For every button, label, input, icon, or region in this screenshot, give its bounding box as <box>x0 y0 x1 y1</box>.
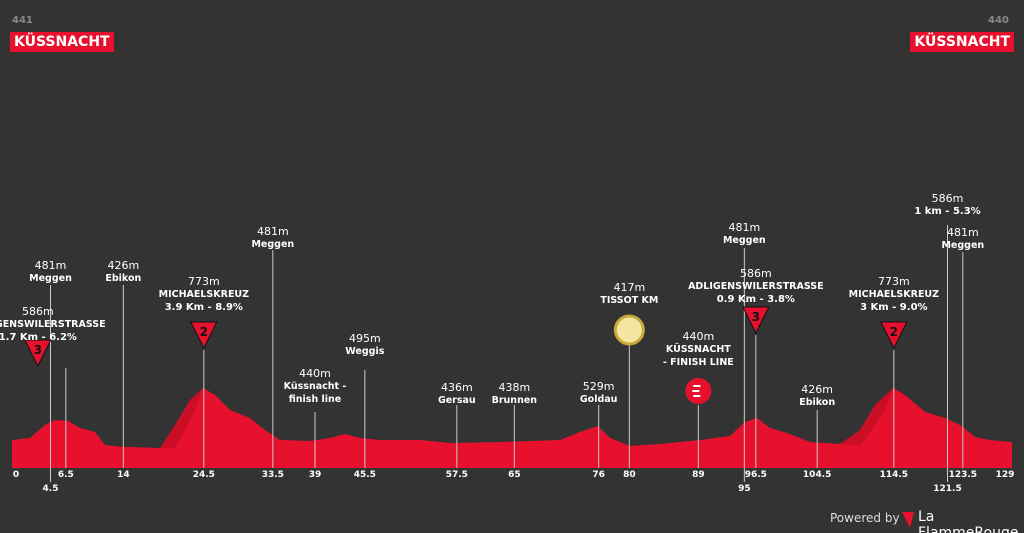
waypoint-label: 481m Meggen <box>251 225 294 251</box>
altitude: 481m <box>728 221 761 234</box>
place-name: Meggen <box>29 273 72 284</box>
place-name: MICHAELSKREUZ <box>848 289 940 300</box>
km-label: 33.5 <box>261 470 284 480</box>
altitude: 438m <box>498 381 531 394</box>
climb-category: 3 <box>752 310 760 324</box>
waypoint-label: 586m ADLIGENSWILERSTRASSE 0.9 Km - 3.8% <box>688 267 824 306</box>
waypoint-label: 440m Küssnacht - finish line <box>279 367 351 406</box>
km-label: 129 <box>995 470 1015 480</box>
start-name: KÜSSNACHT <box>10 32 114 52</box>
km-label: 104.5 <box>802 470 832 480</box>
place-name: Meggen <box>941 240 985 251</box>
altitude: 426m <box>107 259 140 272</box>
climb-icon <box>190 321 218 350</box>
km-label: 80 <box>623 470 636 480</box>
km-label: 95 <box>738 484 751 494</box>
altitude: 417m <box>613 281 646 294</box>
tissot-icon <box>613 314 645 346</box>
waypoint-label: 586m 1 km - 5.3% <box>914 192 980 218</box>
finish-altitude: 440 <box>988 15 1009 26</box>
km-label: 76 <box>592 470 605 480</box>
climb-category: 2 <box>890 325 898 339</box>
climb-detail: 0.9 Km - 3.8% <box>716 294 795 305</box>
altitude: 481m <box>946 226 979 239</box>
place-name: ADLIGENSWILERSTRASSE <box>0 319 106 330</box>
km-label: 123.5 <box>948 470 978 480</box>
altitude: 495m <box>348 332 381 345</box>
waypoint-label: 495m Weggis <box>345 332 384 358</box>
place-name: TISSOT KM <box>600 295 659 306</box>
altitude: 586m <box>931 192 964 205</box>
km-label: 4.5 <box>42 484 59 494</box>
altitude: 426m <box>801 383 834 396</box>
climb-detail: 1.7 Km - 6.2% <box>0 332 77 343</box>
climb-detail: 3 Km - 9.0% <box>860 302 928 313</box>
km-label: 57.5 <box>445 470 468 480</box>
waypoint-label: 436m Gersau <box>438 381 476 407</box>
climb-icon <box>24 339 52 368</box>
waypoint-label: 773m MICHAELSKREUZ 3.9 Km - 8.9% <box>159 275 249 314</box>
km-label: 14 <box>117 470 130 480</box>
waypoint-label: 426m Ebikon <box>799 383 835 409</box>
km-label: 89 <box>692 470 705 480</box>
waypoint-label: 417m TISSOT KM <box>600 281 658 307</box>
climb-category: 2 <box>200 325 208 339</box>
km-label: 39 <box>308 470 322 480</box>
altitude: 440m <box>299 367 331 380</box>
waypoint-label: 529m Goldau <box>580 380 618 406</box>
km-label: 6.5 <box>57 470 74 480</box>
km-label: 24.5 <box>192 470 215 480</box>
km-label: 45.5 <box>353 470 376 480</box>
waypoint-marks: 3 2 3 2 <box>24 225 964 482</box>
altitude: 481m <box>34 259 67 272</box>
place-name: Brunnen <box>491 395 538 406</box>
place-name: Goldau <box>579 394 618 405</box>
altitude: 481m <box>256 225 289 238</box>
place-name: Ebikon <box>799 397 836 408</box>
km-label: 0 <box>12 470 20 480</box>
km-label: 121.5 <box>933 484 962 494</box>
brand: La FlammeRouge <box>918 509 1019 533</box>
waypoint-label: 438m Brunnen <box>492 381 537 407</box>
climb-icon <box>742 306 770 335</box>
altitude: 440m <box>682 330 715 343</box>
place-name: Ebikon <box>105 273 142 284</box>
place-name: Gersau <box>437 395 476 406</box>
powered-logo <box>902 512 914 528</box>
altitude: 773m <box>877 275 910 288</box>
place-name: Küssnacht - finish line <box>283 381 347 405</box>
climb-detail: 1 km - 5.3% <box>914 206 981 217</box>
altitude: 773m <box>187 275 220 288</box>
sprint-symbol <box>692 385 701 397</box>
place-name: Weggis <box>345 346 385 357</box>
powered-by: Powered by <box>830 511 900 525</box>
km-label: 114.5 <box>879 470 909 480</box>
place-name: KÜSSNACHT - FINISH LINE <box>662 344 734 368</box>
waypoint-label: 481m Meggen <box>29 259 72 285</box>
altitude: 586m <box>739 267 772 280</box>
elevation-profile <box>12 388 1012 468</box>
waypoint-label: 440m KÜSSNACHT - FINISH LINE <box>662 330 734 369</box>
place-name: Meggen <box>251 239 295 250</box>
start-altitude: 441 <box>12 15 33 26</box>
waypoint-label: 481m Meggen <box>941 226 984 252</box>
climb-detail: 3.9 Km - 8.9% <box>164 302 243 313</box>
km-label: 65 <box>508 470 521 480</box>
finish-name: KÜSSNACHT <box>910 32 1014 52</box>
altitude: 586m <box>21 305 54 318</box>
altitude: 529m <box>582 380 615 393</box>
altitude: 436m <box>440 381 473 394</box>
waypoint-label: 426m Ebikon <box>105 259 141 285</box>
waypoint-label: 481m Meggen <box>723 221 766 247</box>
climb-category: 3 <box>34 343 42 357</box>
km-label: 96.5 <box>744 470 767 480</box>
waypoint-label: 773m MICHAELSKREUZ 3 Km - 9.0% <box>849 275 939 314</box>
place-name: MICHAELSKREUZ <box>158 289 250 300</box>
place-name: Meggen <box>722 235 766 246</box>
climb-icon <box>880 321 908 350</box>
place-name: ADLIGENSWILERSTRASSE <box>688 281 824 292</box>
